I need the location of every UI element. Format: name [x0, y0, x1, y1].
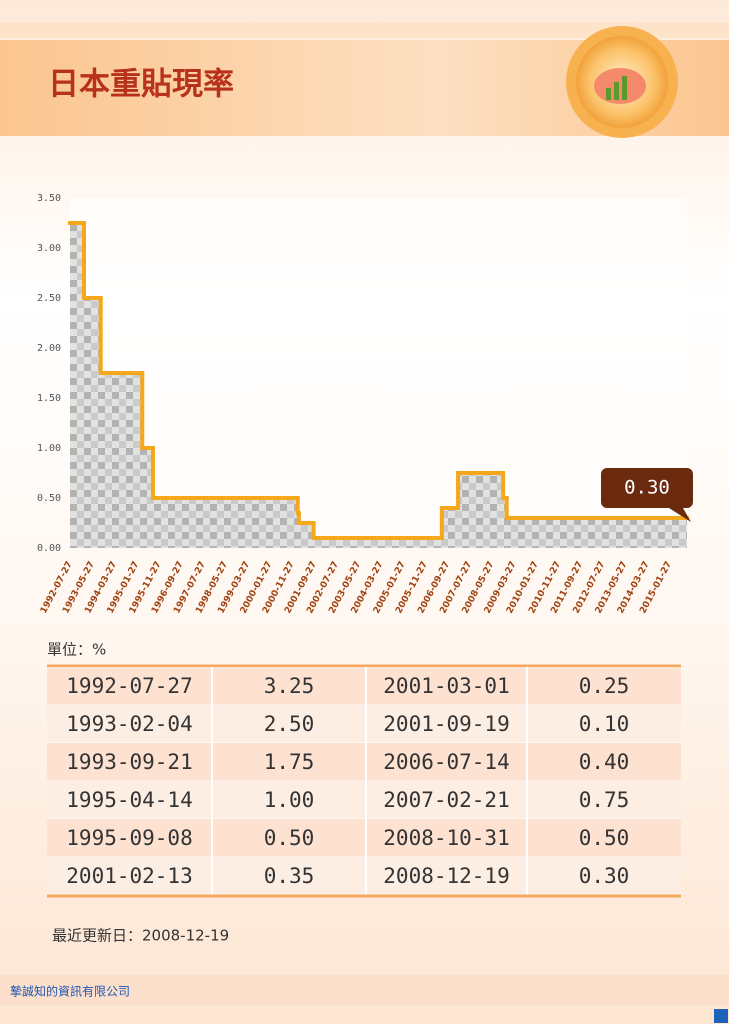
area-segment	[297, 513, 299, 548]
plot-area	[70, 198, 687, 548]
area-segment	[503, 498, 507, 548]
area-segment	[458, 473, 504, 548]
y-tick-label: 3.50	[37, 193, 61, 204]
table-cell: 1993-02-04	[66, 712, 192, 736]
icon-bar	[622, 76, 627, 100]
y-tick-label: 0.00	[37, 543, 61, 554]
table-row	[47, 667, 681, 705]
area-segment	[298, 523, 314, 548]
table-cell: 0.10	[579, 712, 630, 736]
y-tick-label: 0.50	[37, 493, 61, 504]
table-cell: 2001-09-19	[383, 712, 509, 736]
table-cell: 1.00	[264, 788, 315, 812]
table-row	[47, 743, 681, 781]
y-tick-label: 1.00	[37, 443, 61, 454]
table-row	[47, 781, 681, 819]
table-cell: 0.75	[579, 788, 630, 812]
value-label: 0.30	[624, 477, 670, 499]
table-cell: 0.50	[579, 826, 630, 850]
area-segment	[70, 223, 84, 548]
table-cell: 1993-09-21	[66, 750, 192, 774]
y-tick-label: 2.00	[37, 343, 61, 354]
table-cell: 1.75	[264, 750, 315, 774]
icon-pig	[594, 68, 646, 104]
table-row	[47, 819, 681, 857]
table-cell: 2001-03-01	[383, 674, 509, 698]
table-cell: 0.50	[264, 826, 315, 850]
icon-bar	[606, 88, 611, 100]
table-cell: 0.35	[264, 864, 315, 888]
y-tick-label: 1.50	[37, 393, 61, 404]
area-segment	[83, 298, 101, 548]
area-segment	[142, 448, 153, 548]
footer-text: 摯誠知的資訊有限公司	[10, 984, 130, 999]
corner-square	[714, 1009, 728, 1023]
table-cell: 3.25	[264, 674, 315, 698]
table-cell: 0.25	[579, 674, 630, 698]
area-segment	[100, 373, 143, 548]
unit-label: 單位：%	[47, 641, 106, 659]
page-title: 日本重貼現率	[48, 67, 234, 103]
footer-band	[0, 975, 729, 1005]
table-cell: 1995-04-14	[66, 788, 192, 812]
header-band	[0, 22, 729, 38]
y-tick-label: 2.50	[37, 293, 61, 304]
table-cell: 2007-02-21	[383, 788, 509, 812]
table-cell: 2006-07-14	[383, 750, 509, 774]
updated-label: 最近更新日：2008-12-19	[52, 927, 229, 945]
table-cell: 2.50	[264, 712, 315, 736]
area-segment	[313, 538, 442, 548]
table-row	[47, 857, 681, 895]
table-cell: 2008-10-31	[383, 826, 509, 850]
area-segment	[506, 518, 687, 548]
table-cell: 1995-09-08	[66, 826, 192, 850]
area-segment	[152, 498, 298, 548]
area-segment	[441, 508, 459, 548]
y-tick-label: 3.00	[37, 243, 61, 254]
table-cell: 2001-02-13	[66, 864, 192, 888]
table-cell: 0.40	[579, 750, 630, 774]
table-cell: 2008-12-19	[383, 864, 509, 888]
icon-bar	[614, 82, 619, 100]
callout-bubble	[601, 468, 693, 522]
table-cell: 1992-07-27	[66, 674, 192, 698]
table-cell: 0.30	[579, 864, 630, 888]
table-row	[47, 705, 681, 743]
